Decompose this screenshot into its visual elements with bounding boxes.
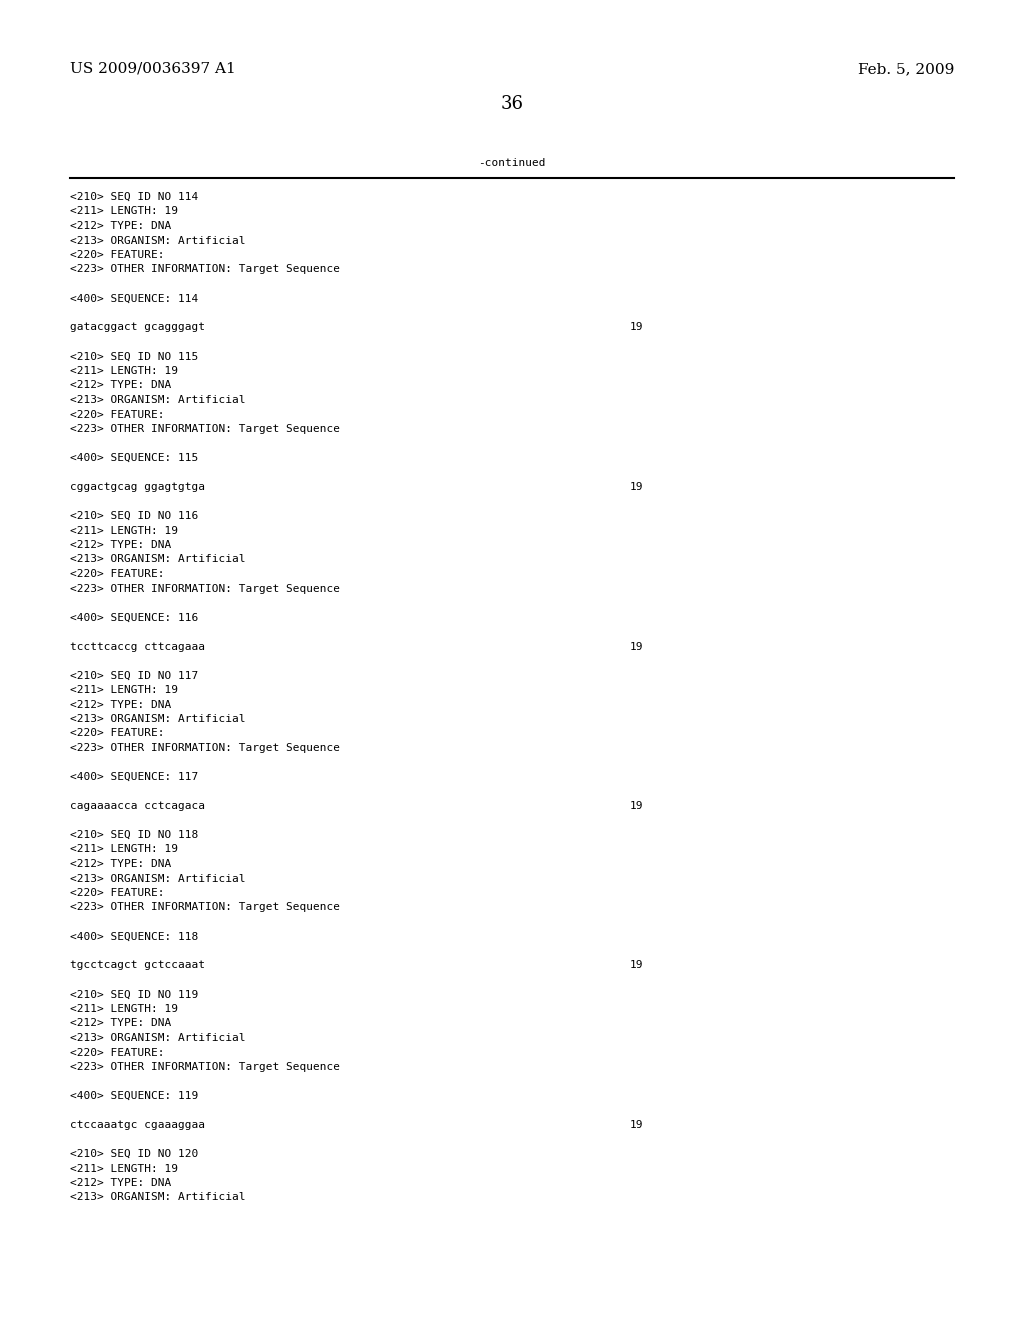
Text: <210> SEQ ID NO 116: <210> SEQ ID NO 116 [70, 511, 198, 521]
Text: <400> SEQUENCE: 118: <400> SEQUENCE: 118 [70, 932, 198, 941]
Text: <220> FEATURE:: <220> FEATURE: [70, 249, 164, 260]
Text: gatacggact gcagggagt: gatacggact gcagggagt [70, 322, 205, 333]
Text: cggactgcag ggagtgtga: cggactgcag ggagtgtga [70, 482, 205, 492]
Text: 19: 19 [630, 801, 643, 810]
Text: <400> SEQUENCE: 115: <400> SEQUENCE: 115 [70, 453, 198, 463]
Text: <211> LENGTH: 19: <211> LENGTH: 19 [70, 845, 177, 854]
Text: <210> SEQ ID NO 119: <210> SEQ ID NO 119 [70, 990, 198, 999]
Text: <211> LENGTH: 19: <211> LENGTH: 19 [70, 206, 177, 216]
Text: <210> SEQ ID NO 117: <210> SEQ ID NO 117 [70, 671, 198, 681]
Text: US 2009/0036397 A1: US 2009/0036397 A1 [70, 62, 236, 77]
Text: <213> ORGANISM: Artificial: <213> ORGANISM: Artificial [70, 874, 245, 883]
Text: 19: 19 [630, 482, 643, 492]
Text: <210> SEQ ID NO 114: <210> SEQ ID NO 114 [70, 191, 198, 202]
Text: <211> LENGTH: 19: <211> LENGTH: 19 [70, 1005, 177, 1014]
Text: <223> OTHER INFORMATION: Target Sequence: <223> OTHER INFORMATION: Target Sequence [70, 743, 340, 752]
Text: <223> OTHER INFORMATION: Target Sequence: <223> OTHER INFORMATION: Target Sequence [70, 903, 340, 912]
Text: <223> OTHER INFORMATION: Target Sequence: <223> OTHER INFORMATION: Target Sequence [70, 264, 340, 275]
Text: <400> SEQUENCE: 116: <400> SEQUENCE: 116 [70, 612, 198, 623]
Text: cagaaaacca cctcagaca: cagaaaacca cctcagaca [70, 801, 205, 810]
Text: <212> TYPE: DNA: <212> TYPE: DNA [70, 1177, 171, 1188]
Text: <212> TYPE: DNA: <212> TYPE: DNA [70, 1019, 171, 1028]
Text: <212> TYPE: DNA: <212> TYPE: DNA [70, 700, 171, 710]
Text: <220> FEATURE:: <220> FEATURE: [70, 569, 164, 579]
Text: Feb. 5, 2009: Feb. 5, 2009 [858, 62, 954, 77]
Text: <213> ORGANISM: Artificial: <213> ORGANISM: Artificial [70, 235, 245, 246]
Text: <210> SEQ ID NO 115: <210> SEQ ID NO 115 [70, 351, 198, 362]
Text: <213> ORGANISM: Artificial: <213> ORGANISM: Artificial [70, 554, 245, 565]
Text: <213> ORGANISM: Artificial: <213> ORGANISM: Artificial [70, 714, 245, 723]
Text: <220> FEATURE:: <220> FEATURE: [70, 888, 164, 898]
Text: <223> OTHER INFORMATION: Target Sequence: <223> OTHER INFORMATION: Target Sequence [70, 424, 340, 434]
Text: <210> SEQ ID NO 118: <210> SEQ ID NO 118 [70, 830, 198, 840]
Text: <211> LENGTH: 19: <211> LENGTH: 19 [70, 685, 177, 696]
Text: <210> SEQ ID NO 120: <210> SEQ ID NO 120 [70, 1148, 198, 1159]
Text: ctccaaatgc cgaaaggaa: ctccaaatgc cgaaaggaa [70, 1119, 205, 1130]
Text: <212> TYPE: DNA: <212> TYPE: DNA [70, 859, 171, 869]
Text: tccttcaccg cttcagaaa: tccttcaccg cttcagaaa [70, 642, 205, 652]
Text: <211> LENGTH: 19: <211> LENGTH: 19 [70, 366, 177, 376]
Text: <223> OTHER INFORMATION: Target Sequence: <223> OTHER INFORMATION: Target Sequence [70, 583, 340, 594]
Text: <400> SEQUENCE: 117: <400> SEQUENCE: 117 [70, 772, 198, 781]
Text: 36: 36 [501, 95, 523, 114]
Text: 19: 19 [630, 1119, 643, 1130]
Text: <223> OTHER INFORMATION: Target Sequence: <223> OTHER INFORMATION: Target Sequence [70, 1063, 340, 1072]
Text: <211> LENGTH: 19: <211> LENGTH: 19 [70, 1163, 177, 1173]
Text: <212> TYPE: DNA: <212> TYPE: DNA [70, 540, 171, 550]
Text: <220> FEATURE:: <220> FEATURE: [70, 729, 164, 738]
Text: <400> SEQUENCE: 114: <400> SEQUENCE: 114 [70, 293, 198, 304]
Text: -continued: -continued [478, 158, 546, 168]
Text: tgcctcagct gctccaaat: tgcctcagct gctccaaat [70, 961, 205, 970]
Text: 19: 19 [630, 642, 643, 652]
Text: <220> FEATURE:: <220> FEATURE: [70, 409, 164, 420]
Text: <212> TYPE: DNA: <212> TYPE: DNA [70, 220, 171, 231]
Text: <212> TYPE: DNA: <212> TYPE: DNA [70, 380, 171, 391]
Text: <213> ORGANISM: Artificial: <213> ORGANISM: Artificial [70, 1034, 245, 1043]
Text: 19: 19 [630, 322, 643, 333]
Text: <400> SEQUENCE: 119: <400> SEQUENCE: 119 [70, 1092, 198, 1101]
Text: <213> ORGANISM: Artificial: <213> ORGANISM: Artificial [70, 395, 245, 405]
Text: 19: 19 [630, 961, 643, 970]
Text: <213> ORGANISM: Artificial: <213> ORGANISM: Artificial [70, 1192, 245, 1203]
Text: <211> LENGTH: 19: <211> LENGTH: 19 [70, 525, 177, 536]
Text: <220> FEATURE:: <220> FEATURE: [70, 1048, 164, 1057]
